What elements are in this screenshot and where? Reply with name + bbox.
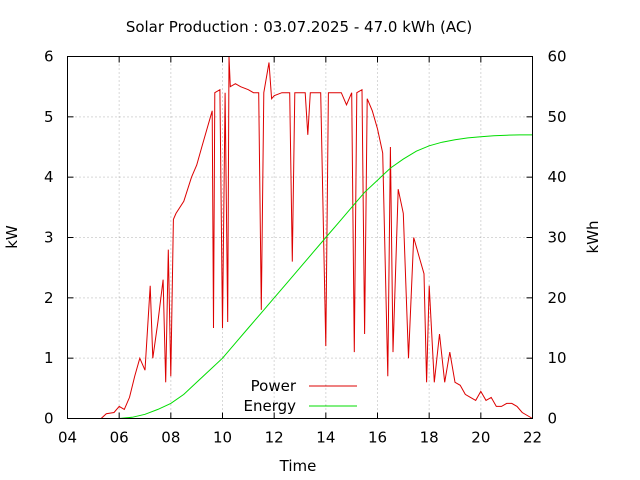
y-axis-label-right: kWh: [584, 220, 602, 253]
grid: [67, 56, 533, 419]
y-left-tick-label: 3: [44, 229, 54, 247]
y-right-tick-label: 0: [548, 410, 558, 428]
y-left-tick-label: 6: [44, 48, 54, 66]
y-right-tick-label: 50: [548, 108, 567, 126]
y-right-tick-label: 30: [548, 229, 567, 247]
x-tick-label: 18: [420, 429, 439, 447]
plot-frame: [67, 56, 533, 419]
chart-title: Solar Production : 03.07.2025 - 47.0 kWh…: [126, 18, 472, 36]
legend-label-power: Power: [251, 377, 297, 395]
legend: Power Energy: [243, 377, 357, 415]
x-tick-label: 16: [368, 429, 387, 447]
x-tick-label: 14: [316, 429, 335, 447]
x-tick-label: 20: [471, 429, 490, 447]
y-left-tick-label: 2: [44, 289, 54, 307]
x-tick-label: 08: [161, 429, 180, 447]
y-right-tick-label: 60: [548, 48, 567, 66]
y-right-tick-label: 10: [548, 349, 567, 367]
y-left-tick-label: 0: [44, 410, 54, 428]
y-left-tick-label: 1: [44, 349, 54, 367]
x-tick-label: 10: [213, 429, 232, 447]
x-tick-label: 12: [265, 429, 284, 447]
y-right-tick-label: 20: [548, 289, 567, 307]
y-axis-label-left: kW: [3, 225, 21, 249]
x-tick-label: 04: [58, 429, 77, 447]
y-right-tick-label: 40: [548, 168, 567, 186]
legend-label-energy: Energy: [243, 397, 296, 415]
x-axis-label: Time: [279, 457, 317, 475]
series: [100, 56, 533, 419]
y-left-tick-label: 4: [44, 168, 54, 186]
power-series-line: [100, 56, 533, 419]
x-tick-label: 22: [523, 429, 542, 447]
energy-series-line: [101, 134, 533, 419]
y-left-tick-label: 5: [44, 108, 54, 126]
x-tick-label: 06: [110, 429, 129, 447]
